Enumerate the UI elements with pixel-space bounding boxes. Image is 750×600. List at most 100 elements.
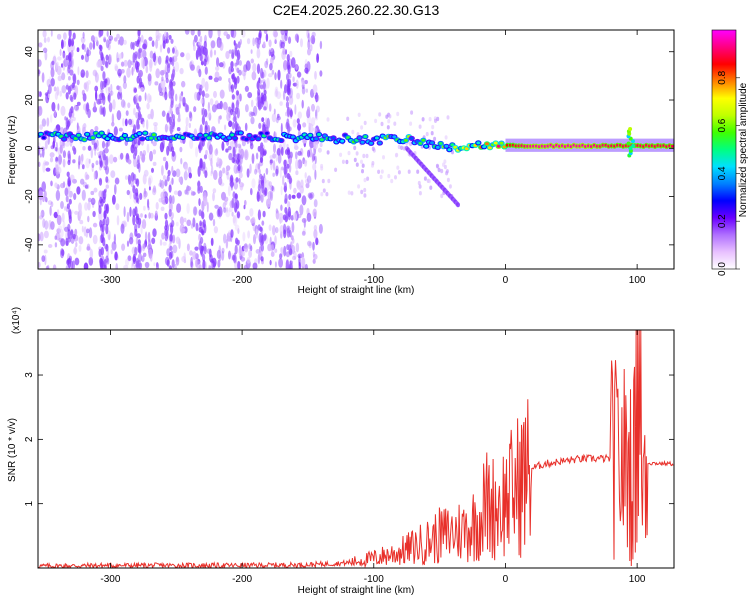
- noise-blob: [231, 211, 234, 217]
- noise-blob: [62, 158, 66, 168]
- noise-blob: [261, 117, 265, 122]
- noise-blob: [234, 141, 238, 149]
- y-tick-label: -40: [24, 237, 35, 252]
- noise-blob: [261, 71, 265, 79]
- noise-blob: [400, 145, 404, 150]
- noise-blob: [99, 219, 103, 228]
- noise-blob: [225, 165, 231, 171]
- noise-blob: [379, 174, 383, 180]
- noise-blob: [125, 110, 129, 116]
- noise-blob: [275, 165, 279, 175]
- noise-blob: [148, 175, 153, 184]
- noise-blob: [165, 77, 169, 84]
- noise-blob: [263, 30, 268, 34]
- noise-blob: [82, 31, 85, 39]
- noise-blob: [130, 172, 135, 182]
- noise-blob: [360, 125, 364, 130]
- noise-blob: [72, 178, 77, 184]
- noise-blob: [200, 98, 204, 104]
- noise-blob: [103, 166, 107, 171]
- noise-blob: [315, 92, 319, 103]
- noise-blob: [105, 176, 109, 183]
- noise-blob: [397, 144, 401, 150]
- ridge-core: [314, 137, 319, 141]
- noise-blob: [55, 61, 59, 69]
- noise-blob: [152, 140, 157, 147]
- noise-blob: [228, 77, 231, 83]
- noise-blob: [155, 202, 159, 210]
- ridge-core: [346, 136, 350, 140]
- noise-blob: [314, 169, 317, 180]
- noise-blob: [44, 140, 48, 150]
- noise-blob: [288, 95, 294, 106]
- noise-blob: [120, 69, 125, 74]
- noise-blob: [382, 155, 385, 160]
- noise-blob: [296, 118, 300, 124]
- noise-blob: [209, 49, 213, 58]
- noise-blob: [51, 101, 56, 112]
- noise-blob: [56, 228, 61, 234]
- noise-blob: [88, 227, 93, 239]
- noise-blob: [306, 175, 312, 184]
- noise-blob: [262, 81, 266, 90]
- noise-blob: [163, 31, 168, 38]
- noise-blob: [431, 124, 435, 130]
- noise-blob: [277, 113, 280, 119]
- noise-blob: [162, 241, 167, 246]
- noise-blob: [39, 124, 43, 130]
- noise-blob: [203, 154, 208, 160]
- ridge-core: [91, 136, 95, 140]
- noise-blob: [38, 233, 41, 242]
- noise-blob: [313, 199, 318, 208]
- ridge-core: [447, 148, 452, 152]
- noise-blob: [283, 245, 287, 257]
- noise-blob: [297, 150, 302, 156]
- noise-blob: [99, 45, 103, 51]
- noise-blob: [102, 94, 106, 106]
- noise-blob: [287, 64, 291, 75]
- noise-blob: [387, 119, 391, 124]
- noise-blob: [98, 178, 103, 186]
- noise-blob: [49, 205, 52, 216]
- noise-blob: [275, 168, 279, 177]
- colorbar-tick-label: 0.6: [717, 118, 728, 132]
- noise-blob: [90, 148, 94, 159]
- ridge-core: [670, 144, 674, 148]
- noise-blob: [54, 235, 58, 240]
- noise-blob: [76, 186, 81, 195]
- noise-blob: [165, 160, 169, 171]
- noise-blob: [363, 177, 367, 183]
- noise-blob: [188, 122, 191, 129]
- noise-blob: [300, 179, 304, 188]
- colorbar-tick-label: 0.0: [717, 262, 728, 276]
- noise-blob: [110, 249, 113, 255]
- noise-blob: [175, 168, 181, 178]
- noise-blob: [224, 200, 228, 206]
- noise-blob: [363, 120, 367, 126]
- noise-blob: [50, 221, 55, 230]
- noise-blob: [285, 210, 289, 222]
- noise-blob: [238, 246, 243, 257]
- noise-blob: [161, 69, 167, 75]
- noise-blob: [76, 79, 80, 86]
- noise-blob: [144, 214, 147, 219]
- noise-blob: [360, 159, 363, 164]
- noise-blob: [221, 247, 225, 254]
- noise-blob: [222, 167, 226, 174]
- noise-blob: [46, 264, 50, 269]
- noise-blob: [105, 54, 109, 61]
- noise-blob: [93, 142, 98, 150]
- noise-blob: [312, 127, 317, 132]
- noise-blob: [111, 121, 115, 127]
- noise-blob: [151, 167, 154, 173]
- noise-blob: [76, 122, 79, 131]
- noise-blob: [286, 106, 290, 117]
- noise-blob: [175, 93, 178, 102]
- noise-blob: [291, 57, 296, 69]
- noise-blob: [92, 234, 98, 245]
- noise-blob: [141, 219, 147, 230]
- noise-blob: [110, 83, 113, 93]
- noise-blob: [88, 257, 94, 266]
- noise-blob: [38, 42, 43, 48]
- noise-blob: [113, 126, 118, 136]
